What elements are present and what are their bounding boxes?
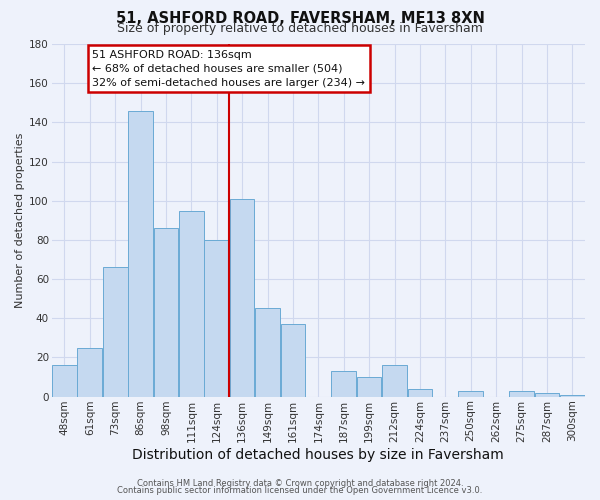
Bar: [230, 199, 254, 396]
Bar: [255, 308, 280, 396]
Bar: [407, 389, 432, 396]
Bar: [357, 377, 382, 396]
Bar: [382, 366, 407, 396]
Text: 51, ASHFORD ROAD, FAVERSHAM, ME13 8XN: 51, ASHFORD ROAD, FAVERSHAM, ME13 8XN: [116, 11, 484, 26]
Bar: [331, 371, 356, 396]
X-axis label: Distribution of detached houses by size in Faversham: Distribution of detached houses by size …: [133, 448, 504, 462]
Bar: [154, 228, 178, 396]
Text: Contains public sector information licensed under the Open Government Licence v3: Contains public sector information licen…: [118, 486, 482, 495]
Bar: [77, 348, 102, 397]
Y-axis label: Number of detached properties: Number of detached properties: [15, 132, 25, 308]
Bar: [535, 392, 559, 396]
Text: 51 ASHFORD ROAD: 136sqm
← 68% of detached houses are smaller (504)
32% of semi-d: 51 ASHFORD ROAD: 136sqm ← 68% of detache…: [92, 50, 365, 88]
Bar: [205, 240, 229, 396]
Bar: [458, 391, 483, 396]
Bar: [560, 394, 584, 396]
Bar: [128, 110, 153, 397]
Bar: [179, 210, 203, 396]
Bar: [52, 366, 77, 396]
Text: Contains HM Land Registry data © Crown copyright and database right 2024.: Contains HM Land Registry data © Crown c…: [137, 478, 463, 488]
Bar: [103, 268, 128, 396]
Bar: [509, 391, 534, 396]
Bar: [281, 324, 305, 396]
Text: Size of property relative to detached houses in Faversham: Size of property relative to detached ho…: [117, 22, 483, 35]
